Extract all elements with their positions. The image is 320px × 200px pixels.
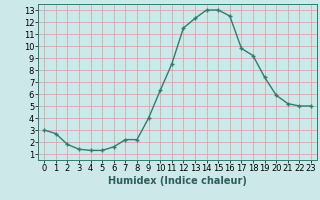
X-axis label: Humidex (Indice chaleur): Humidex (Indice chaleur)	[108, 176, 247, 186]
